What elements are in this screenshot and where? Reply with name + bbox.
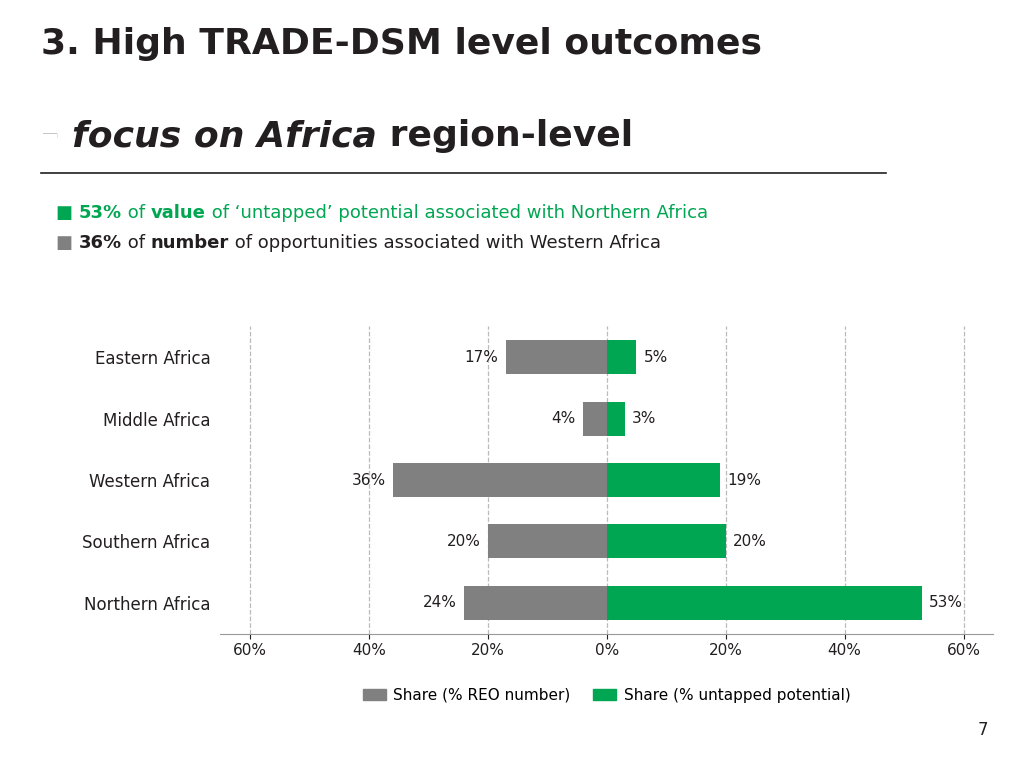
- Bar: [606, 402, 625, 435]
- Text: 7: 7: [978, 721, 988, 739]
- Bar: [606, 586, 922, 620]
- Text: ■: ■: [56, 204, 79, 221]
- Legend: Share (% REO number), Share (% untapped potential): Share (% REO number), Share (% untapped …: [356, 682, 857, 709]
- Text: of: of: [122, 234, 151, 252]
- Text: –: –: [41, 119, 72, 153]
- Text: 24%: 24%: [423, 595, 457, 611]
- Text: of opportunities associated with Western Africa: of opportunities associated with Western…: [229, 234, 662, 252]
- Bar: [606, 340, 637, 374]
- Text: 20%: 20%: [733, 534, 767, 549]
- Text: 4%: 4%: [552, 411, 575, 426]
- Text: 17%: 17%: [465, 349, 499, 365]
- Text: ■: ■: [56, 234, 79, 252]
- Text: number: number: [151, 234, 229, 252]
- Text: region-level: region-level: [377, 119, 633, 153]
- Bar: [464, 586, 606, 620]
- Bar: [392, 463, 606, 497]
- Text: 19%: 19%: [727, 472, 761, 488]
- Text: 3. High TRADE-DSM level outcomes: 3. High TRADE-DSM level outcomes: [41, 27, 762, 61]
- Text: of: of: [122, 204, 151, 221]
- Text: 5%: 5%: [644, 349, 668, 365]
- Text: 53%: 53%: [929, 595, 963, 611]
- Text: 53%: 53%: [79, 204, 122, 221]
- Bar: [487, 525, 606, 558]
- Bar: [606, 463, 720, 497]
- Text: of ‘untapped’ potential associated with Northern Africa: of ‘untapped’ potential associated with …: [206, 204, 708, 221]
- Text: focus on Africa: focus on Africa: [72, 119, 377, 153]
- Bar: [506, 340, 606, 374]
- Text: –: –: [41, 119, 72, 153]
- Text: 36%: 36%: [351, 472, 385, 488]
- Bar: [606, 525, 726, 558]
- Text: value: value: [151, 204, 206, 221]
- Text: 36%: 36%: [79, 234, 122, 252]
- Bar: [583, 402, 606, 435]
- Text: 3%: 3%: [632, 411, 656, 426]
- Text: 20%: 20%: [446, 534, 480, 549]
